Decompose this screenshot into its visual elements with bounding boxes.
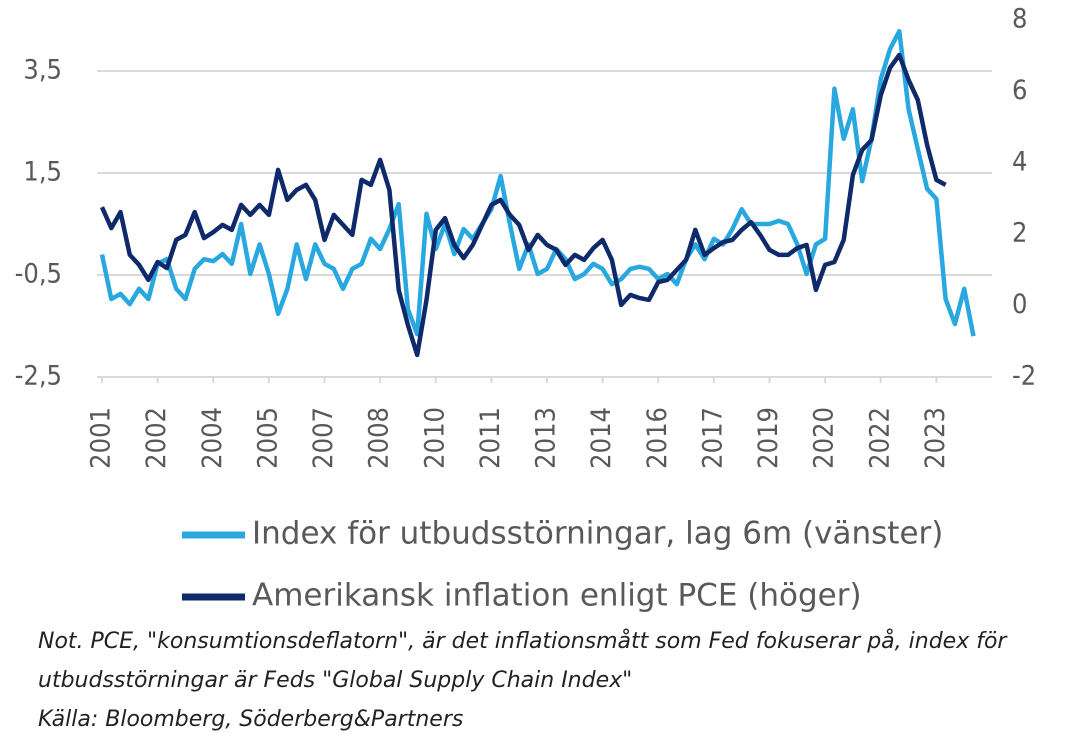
x-tick-label: 2008 bbox=[364, 407, 395, 469]
legend-label: Index för utbudsstörningar, lag 6m (väns… bbox=[252, 516, 943, 552]
x-tick-label: 2019 bbox=[753, 407, 784, 469]
x-tick-label: 2014 bbox=[586, 407, 617, 469]
note: Källa: Bloomberg, Söderberg&Partners bbox=[38, 707, 463, 732]
note: Not. PCE, "konsumtionsdeflatorn", är det… bbox=[38, 628, 1008, 654]
x-tick-label: 2002 bbox=[141, 407, 172, 469]
y-tick-label: -2,5 bbox=[15, 361, 62, 392]
x-tick-label: 2001 bbox=[86, 407, 117, 469]
legend-label: Amerikansk inflation enligt PCE (höger) bbox=[252, 578, 862, 614]
x-tick-label: 2010 bbox=[419, 407, 450, 469]
x-tick-label: 2005 bbox=[252, 407, 283, 469]
y2-tick-label: 0 bbox=[1012, 289, 1027, 320]
x-tick-label: 2013 bbox=[531, 407, 562, 469]
x-tick-label: 2011 bbox=[475, 407, 506, 469]
y2-tick-label: -2 bbox=[1012, 361, 1036, 392]
x-tick-label: 2016 bbox=[642, 407, 673, 469]
x-tick-label: 2020 bbox=[809, 407, 840, 469]
y2-tick-label: 4 bbox=[1012, 146, 1027, 177]
x-tick-label: 2004 bbox=[197, 407, 228, 469]
y2-tick-label: 8 bbox=[1012, 4, 1027, 35]
y-tick-label: 1,5 bbox=[23, 157, 62, 188]
x-tick-label: 2022 bbox=[864, 407, 895, 469]
series-line bbox=[99, 28, 976, 337]
note: utbudsstörningar är Feds "Global Supply … bbox=[38, 668, 632, 693]
series-line bbox=[99, 52, 947, 358]
y2-tick-label: 2 bbox=[1012, 218, 1027, 249]
y-tick-label: 3,5 bbox=[23, 55, 62, 86]
x-tick-label: 2017 bbox=[697, 407, 728, 469]
x-tick-label: 2007 bbox=[308, 407, 339, 469]
y2-tick-label: 6 bbox=[1012, 75, 1027, 106]
x-tick-label: 2023 bbox=[920, 407, 951, 469]
y-tick-label: -0,5 bbox=[15, 259, 62, 290]
